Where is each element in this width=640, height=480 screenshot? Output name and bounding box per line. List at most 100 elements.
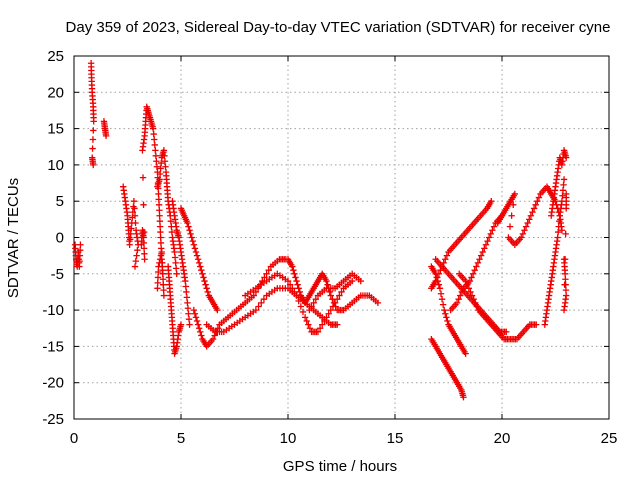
y-tick-label: -15 bbox=[42, 338, 64, 355]
data-point bbox=[171, 248, 178, 256]
x-tick-label: 20 bbox=[494, 430, 511, 447]
x-tick-label: 15 bbox=[387, 430, 404, 447]
data-point bbox=[560, 176, 568, 183]
data-point bbox=[157, 228, 164, 236]
data-point bbox=[199, 270, 206, 277]
data-point bbox=[172, 265, 180, 272]
data-point bbox=[194, 256, 202, 263]
data-point bbox=[158, 159, 165, 167]
series-arc-w bbox=[548, 147, 570, 219]
data-point bbox=[156, 256, 164, 263]
data-point bbox=[555, 223, 562, 230]
data-point bbox=[334, 321, 341, 328]
data-point bbox=[153, 158, 160, 165]
data-point bbox=[533, 321, 540, 328]
data-point bbox=[522, 223, 530, 230]
data-point bbox=[286, 281, 294, 288]
data-point bbox=[561, 270, 569, 277]
data-point bbox=[321, 317, 328, 325]
data-point bbox=[441, 306, 448, 314]
data-point bbox=[160, 281, 167, 288]
data-point bbox=[132, 219, 139, 227]
data-point bbox=[437, 290, 445, 297]
data-point bbox=[295, 285, 302, 292]
series-arc-t bbox=[456, 270, 540, 343]
data-point bbox=[477, 252, 485, 259]
data-point bbox=[128, 225, 135, 232]
data-point bbox=[129, 208, 137, 216]
data-point bbox=[131, 205, 138, 212]
data-point bbox=[460, 394, 467, 401]
data-point bbox=[327, 292, 334, 299]
data-point bbox=[161, 152, 168, 160]
data-point bbox=[471, 266, 478, 274]
data-point bbox=[155, 268, 162, 276]
data-point bbox=[126, 241, 133, 248]
data-point bbox=[77, 241, 84, 248]
data-point bbox=[173, 270, 180, 277]
data-point bbox=[209, 335, 217, 343]
series-arc-f bbox=[154, 147, 180, 277]
data-point bbox=[153, 163, 161, 170]
data-point bbox=[439, 301, 447, 308]
data-point bbox=[152, 152, 160, 160]
data-point bbox=[76, 263, 83, 270]
data-point bbox=[457, 292, 464, 299]
y-tick-label: 0 bbox=[56, 230, 64, 247]
data-point bbox=[559, 192, 566, 199]
data-point bbox=[155, 190, 162, 198]
data-point bbox=[554, 228, 562, 236]
data-point bbox=[489, 227, 496, 234]
data-point bbox=[140, 228, 148, 236]
data-point bbox=[157, 239, 165, 247]
data-point bbox=[314, 328, 322, 336]
data-point bbox=[327, 306, 334, 314]
data-point bbox=[438, 296, 446, 303]
data-point bbox=[214, 306, 221, 314]
data-point bbox=[190, 306, 198, 314]
data-point bbox=[292, 274, 299, 281]
data-point bbox=[558, 227, 566, 234]
data-point bbox=[186, 227, 193, 234]
data-point bbox=[193, 252, 201, 259]
data-point bbox=[183, 294, 191, 301]
data-point bbox=[323, 314, 330, 321]
data-point bbox=[133, 252, 140, 259]
data-point bbox=[140, 201, 147, 209]
data-point bbox=[156, 259, 163, 267]
data-point bbox=[140, 234, 147, 241]
data-point bbox=[306, 325, 314, 332]
data-point bbox=[303, 317, 310, 325]
series-arc-a bbox=[71, 241, 84, 270]
data-point bbox=[442, 256, 449, 263]
series-arc-g bbox=[164, 263, 185, 357]
data-point bbox=[469, 270, 477, 277]
data-point bbox=[561, 281, 568, 288]
data-point bbox=[255, 303, 262, 310]
data-point bbox=[306, 306, 313, 314]
data-point bbox=[472, 299, 479, 307]
data-point bbox=[338, 288, 345, 296]
data-point bbox=[349, 277, 356, 285]
data-point bbox=[141, 256, 148, 263]
data-point bbox=[485, 234, 493, 241]
data-point bbox=[529, 208, 536, 216]
data-point bbox=[159, 276, 167, 283]
data-point bbox=[435, 281, 443, 288]
data-point bbox=[530, 205, 538, 212]
data-point bbox=[156, 217, 164, 225]
data-point bbox=[89, 145, 96, 152]
data-point bbox=[157, 165, 164, 172]
data-point bbox=[157, 252, 165, 259]
data-point bbox=[535, 194, 543, 201]
data-point bbox=[250, 292, 257, 299]
data-point bbox=[155, 196, 162, 203]
data-point bbox=[462, 350, 469, 357]
data-point bbox=[189, 237, 196, 245]
data-point bbox=[436, 285, 444, 292]
data-point bbox=[161, 158, 169, 165]
data-point bbox=[193, 317, 201, 325]
data-point bbox=[316, 325, 324, 332]
series-arc-i bbox=[177, 205, 221, 314]
data-point bbox=[185, 223, 192, 230]
